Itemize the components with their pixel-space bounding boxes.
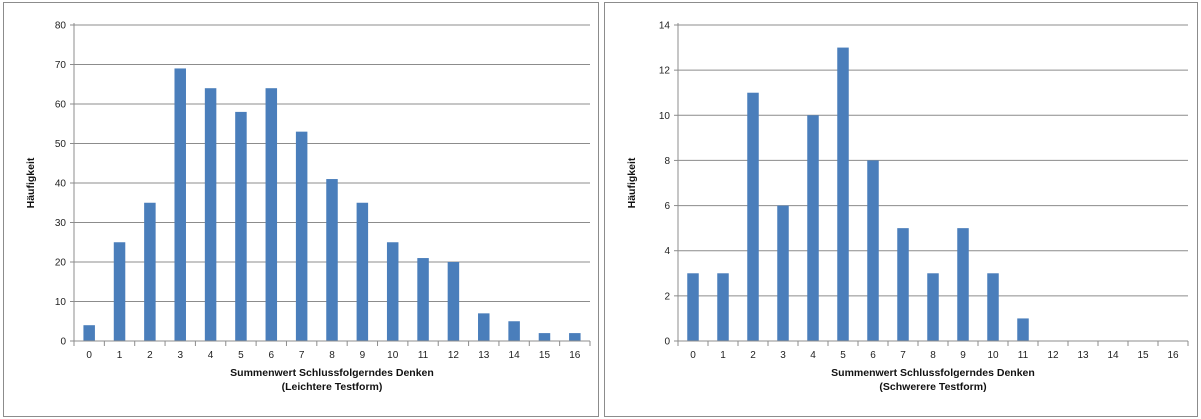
bar-0 (83, 325, 95, 341)
x-axis-title: Summenwert Schlussfolgerndes Denken (230, 367, 434, 379)
y-tick-label: 80 (55, 21, 67, 32)
x-tick-label: 11 (418, 350, 429, 361)
axes (674, 23, 1189, 346)
x-tick-label: 13 (478, 350, 490, 361)
x-tick-label: 5 (840, 350, 846, 361)
x-tick-label: 14 (1107, 350, 1119, 361)
bar-6 (867, 160, 879, 341)
x-tick-label: 9 (360, 350, 366, 361)
x-tick-label: 3 (177, 350, 183, 361)
y-axis-title: Häufigkeit (25, 157, 37, 208)
x-tick-labels: 0 1 2 3 4 5 6 7 8 9 10 11 12 13 14 15 16 (690, 350, 1179, 361)
bar-1 (717, 273, 729, 341)
bar-3 (777, 205, 789, 341)
x-tick-label: 3 (780, 350, 786, 361)
y-tick-label: 40 (55, 179, 67, 190)
y-tick-labels: 0 2 4 6 8 10 12 14 (659, 21, 671, 348)
y-tick-label: 12 (659, 66, 671, 77)
x-tick-labels: 0 1 2 3 4 5 6 7 8 9 10 11 12 13 14 15 16 (86, 350, 580, 361)
x-tick-label: 4 (208, 350, 214, 361)
x-tick-label: 15 (539, 350, 551, 361)
y-tick-label: 10 (55, 297, 67, 308)
x-tick-label: 1 (720, 350, 726, 361)
x-tick-label: 10 (387, 350, 399, 361)
x-tick-label: 16 (1167, 350, 1179, 361)
bar-7 (897, 228, 909, 341)
x-tick-label: 10 (987, 350, 999, 361)
x-tick-label: 13 (1077, 350, 1089, 361)
bar-11 (417, 258, 429, 341)
bar-12 (447, 262, 460, 341)
bar-14 (508, 321, 520, 341)
x-tick-label: 12 (1047, 350, 1059, 361)
x-tick-label: 7 (299, 350, 305, 361)
x-tick-label: 1 (117, 350, 123, 361)
y-tick-label: 8 (664, 156, 670, 167)
bar-5 (235, 111, 247, 342)
x-tick-label: 16 (569, 350, 581, 361)
bar-1 (113, 242, 126, 341)
y-tick-label: 0 (60, 337, 66, 348)
y-tick-label: 50 (55, 139, 67, 150)
x-tick-label: 6 (269, 350, 275, 361)
x-tick-label: 8 (329, 350, 335, 361)
x-axis-subtitle: (Schwerere Testform) (879, 381, 986, 393)
x-tick-label: 12 (448, 350, 460, 361)
x-tick-label: 9 (960, 350, 966, 361)
axes (70, 23, 591, 346)
bar-11 (1017, 318, 1029, 341)
bar-13 (478, 313, 490, 341)
x-axis-subtitle: (Leichtere Testform) (282, 381, 383, 393)
bars (83, 68, 581, 342)
bar-10 (386, 242, 399, 341)
bar-6 (265, 88, 278, 341)
x-tick-label: 14 (509, 350, 521, 361)
bar-2 (144, 202, 156, 341)
x-tick-label: 11 (1018, 350, 1029, 361)
y-tick-label: 14 (659, 21, 671, 32)
bar-3 (174, 68, 186, 341)
x-tick-label: 0 (690, 350, 696, 361)
bar-4 (204, 88, 217, 341)
chart-panel-right: 0 2 4 6 8 10 12 14 0 1 2 3 4 5 6 7 8 9 10 11 12 13 14 15 16 Häu… (604, 2, 1198, 417)
x-axis-title: Summenwert Schlussfolgerndes Denken (831, 367, 1035, 379)
y-tick-label: 60 (55, 100, 67, 111)
y-tick-label: 6 (664, 201, 670, 212)
bar-10 (987, 273, 999, 341)
x-tick-label: 6 (870, 350, 876, 361)
y-tick-label: 30 (55, 218, 67, 229)
y-tick-label: 2 (664, 291, 670, 302)
bar-0 (687, 273, 699, 341)
y-tick-label: 0 (664, 337, 670, 348)
bar-9 (356, 202, 369, 341)
x-tick-label: 7 (900, 350, 906, 361)
bars (687, 47, 1029, 342)
bar-8 (927, 273, 939, 341)
y-axis-title: Häufigkeit (626, 157, 638, 208)
bar-2 (747, 92, 759, 341)
x-tick-label: 5 (238, 350, 244, 361)
chart-panel-left: 0 10 20 30 40 50 60 70 80 0 1 2 3 4 5 6 7 8 9 10 11 12 13 14 15… (3, 2, 599, 417)
bar-9 (957, 228, 969, 341)
x-tick-label: 8 (930, 350, 936, 361)
bar-5 (837, 47, 849, 341)
bar-15 (538, 333, 551, 341)
y-tick-label: 4 (664, 246, 670, 257)
y-tick-label: 70 (55, 60, 67, 71)
x-tick-label: 0 (86, 350, 92, 361)
x-tick-label: 15 (1137, 350, 1149, 361)
y-tick-label: 10 (659, 111, 671, 122)
x-tick-label: 2 (750, 350, 756, 361)
bar-7 (295, 131, 308, 341)
y-tick-label: 20 (55, 258, 67, 269)
y-tick-labels: 0 10 20 30 40 50 60 70 80 (55, 21, 67, 348)
bar-4 (807, 115, 819, 342)
bar-8 (326, 179, 338, 341)
x-tick-label: 2 (147, 350, 153, 361)
x-tick-label: 4 (810, 350, 816, 361)
bar-16 (569, 333, 581, 341)
